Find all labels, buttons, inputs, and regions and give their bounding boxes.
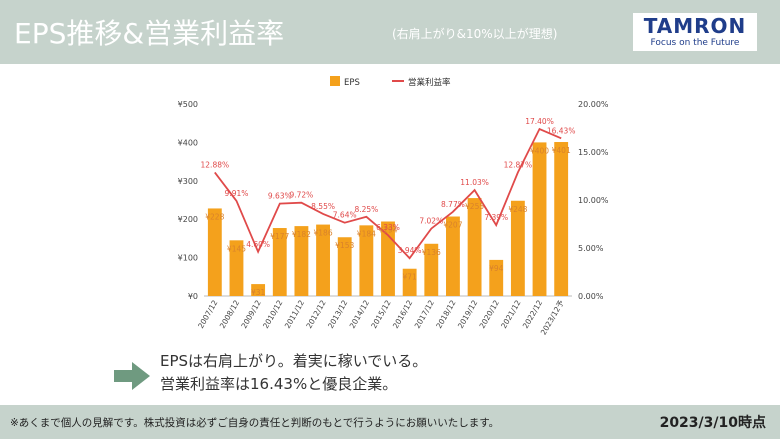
- eps-bar: [467, 198, 482, 296]
- category-label: 2019/12: [456, 298, 479, 330]
- margin-data-label: 8.55%: [311, 202, 335, 211]
- eps-data-label: ¥401: [552, 146, 571, 155]
- company-logo: TAMRON Focus on the Future: [633, 13, 757, 51]
- eps-bar: [316, 224, 330, 296]
- eps-bar: [554, 142, 569, 296]
- eps-bar: [359, 225, 374, 296]
- right-axis-tick-label: 0.00%: [578, 292, 604, 301]
- margin-data-label: 8.77%: [441, 200, 465, 209]
- eps-bar: [402, 268, 417, 296]
- margin-data-label: 17.40%: [525, 117, 554, 126]
- eps-data-label: ¥177: [270, 232, 289, 241]
- margin-data-label: 3.94%: [398, 246, 422, 255]
- eps-data-label: ¥228: [205, 212, 224, 221]
- margin-data-label: 6.33%: [376, 223, 400, 232]
- summary-text: EPSは右肩上がり。着実に稼いでいる。 営業利益率は16.43%と優良企業。: [160, 350, 427, 396]
- left-axis-tick-label: ¥500: [178, 100, 198, 109]
- category-label: 2012/12: [304, 298, 327, 330]
- eps-bar: [446, 216, 460, 296]
- category-label: 2015/12: [369, 298, 392, 330]
- legend-eps-swatch: [330, 76, 340, 86]
- margin-data-label: 4.60%: [246, 240, 270, 249]
- operating-margin-line: [214, 127, 562, 260]
- eps-data-label: ¥255: [465, 202, 484, 211]
- margin-data-label: 7.39%: [484, 213, 508, 222]
- chart-svg: ¥0 ¥100 ¥200 ¥300 ¥400 ¥500 0.00% 5.00% 10.00% 15…: [178, 76, 609, 336]
- eps-data-label: ¥31: [251, 288, 266, 297]
- eps-data-label: ¥153: [335, 241, 354, 250]
- right-axis-tick-label: 15.00%: [578, 148, 609, 157]
- left-axis-tick-label: ¥200: [178, 215, 198, 224]
- left-axis-tick-label: ¥0: [188, 292, 198, 301]
- eps-data-label: ¥94: [489, 264, 504, 273]
- eps-data-label: ¥182: [292, 230, 311, 239]
- eps-data-label: ¥186: [314, 229, 333, 238]
- eps-bar: [532, 142, 547, 296]
- margin-data-label: 9.91%: [225, 189, 249, 198]
- page-title: EPS推移&営業利益率: [14, 17, 285, 50]
- category-label: 2013/12: [326, 298, 349, 330]
- category-label: 2021/12: [499, 298, 522, 330]
- footer-bar: ※あくまで個人の見解です。株式投資は必ずご自身の責任と判断のもとで行うようにお願…: [0, 405, 780, 439]
- eps-data-label: ¥248: [508, 205, 527, 214]
- category-label: 2010/12: [261, 298, 284, 330]
- eps-bar: [424, 243, 439, 296]
- eps-bar: [510, 200, 525, 296]
- left-axis-tick-label: ¥300: [178, 177, 198, 186]
- category-label: 2007/12: [196, 298, 219, 330]
- right-axis-tick-label: 5.00%: [578, 244, 604, 253]
- right-arrow-icon: [114, 362, 150, 390]
- category-label: 2014/12: [348, 298, 371, 330]
- eps-data-label: ¥400: [530, 146, 549, 155]
- left-axis-tick-label: ¥400: [178, 138, 198, 147]
- eps-bar: [251, 284, 266, 296]
- eps-bar: [489, 259, 504, 296]
- category-label: 2020/12: [478, 298, 501, 330]
- disclaimer: ※あくまで個人の見解です。株式投資は必ずご自身の責任と判断のもとで行うようにお願…: [10, 417, 500, 429]
- summary-line-1: EPSは右肩上がり。着実に稼いでいる。: [160, 352, 428, 370]
- summary-line-2: 営業利益率は16.43%と優良企業。: [160, 375, 398, 393]
- category-label: 2017/12: [413, 298, 436, 330]
- eps-data-label: ¥71: [402, 273, 417, 282]
- eps-chart: ¥0 ¥100 ¥200 ¥300 ¥400 ¥500 0.00% 5.00% 10.00% 15…: [160, 68, 622, 340]
- eps-bar: [272, 228, 287, 296]
- logo-wordmark: TAMRON: [643, 14, 747, 38]
- eps-data-label: ¥194: [378, 226, 397, 235]
- margin-data-label: 7.02%: [419, 217, 443, 226]
- margin-data-label: 9.63%: [268, 192, 292, 201]
- eps-bar: [294, 226, 309, 296]
- margin-data-label: 11.03%: [460, 178, 489, 187]
- legend-margin-label: 営業利益率: [408, 77, 451, 88]
- left-axis-tick-label: ¥100: [178, 254, 198, 263]
- category-label: 2016/12: [391, 298, 414, 330]
- margin-data-label: 9.72%: [289, 191, 313, 200]
- as-of-date: 2023/3/10時点: [659, 415, 766, 431]
- category-label: 2011/12: [283, 298, 306, 330]
- margin-data-label: 8.25%: [354, 205, 378, 214]
- logo-tagline: Focus on the Future: [650, 38, 740, 48]
- category-label: 2018/12: [434, 298, 457, 330]
- eps-data-label: ¥136: [422, 248, 441, 257]
- margin-data-label: 12.87%: [504, 160, 533, 169]
- eps-bar: [207, 208, 222, 296]
- legend-eps-label: EPS: [344, 78, 360, 88]
- header-bar: EPS推移&営業利益率 (右肩上がり&10%以上が理想) TAMRON Focu…: [0, 0, 780, 64]
- right-axis-tick-label: 20.00%: [578, 100, 609, 109]
- margin-data-label: 12.88%: [201, 160, 230, 169]
- eps-bar: [229, 240, 244, 296]
- page-subtitle: (右肩上がり&10%以上が理想): [392, 27, 558, 41]
- eps-bar: [337, 237, 352, 296]
- eps-data-label: ¥184: [357, 229, 376, 238]
- category-label: 2008/12: [218, 298, 241, 330]
- eps-data-label: ¥145: [227, 244, 246, 253]
- category-label: 2022/12: [521, 298, 544, 330]
- margin-data-label: 7.64%: [333, 211, 357, 220]
- margin-data-label: 16.43%: [547, 126, 576, 135]
- eps-data-label: ¥207: [443, 221, 462, 230]
- category-label: 2009/12: [239, 298, 262, 330]
- right-axis-tick-label: 10.00%: [578, 196, 609, 205]
